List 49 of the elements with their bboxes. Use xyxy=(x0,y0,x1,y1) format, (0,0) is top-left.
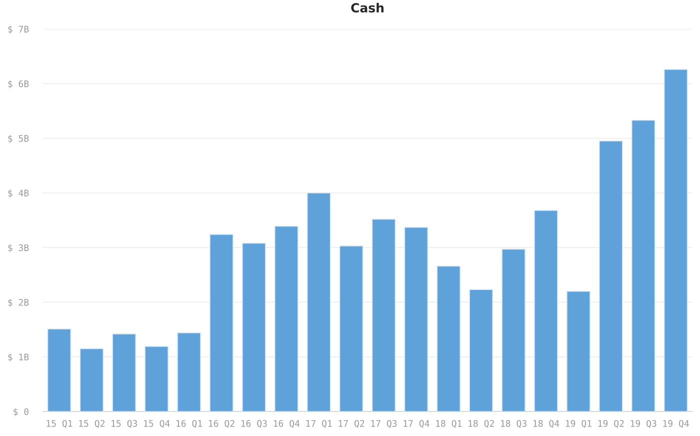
chart-title: Cash xyxy=(351,2,384,13)
bar xyxy=(177,332,201,412)
x-tick-label: 18 Q4 xyxy=(533,420,560,428)
y-tick-label: $ 4B xyxy=(8,190,29,198)
bar xyxy=(306,192,331,412)
bar xyxy=(210,234,234,412)
x-tick-label: 17 Q3 xyxy=(371,420,397,428)
y-tick-label: $ 3B xyxy=(8,244,29,252)
x-tick-label: 15 Q2 xyxy=(79,420,104,428)
x-tick-label: 17 Q4 xyxy=(404,420,430,428)
bar xyxy=(534,210,558,412)
x-tick-label: 19 Q3 xyxy=(630,420,656,428)
bar xyxy=(436,266,461,412)
bar xyxy=(112,333,136,412)
bar xyxy=(242,242,266,412)
x-tick-label: 17 Q2 xyxy=(338,420,364,428)
bar xyxy=(664,69,688,412)
x-tick-label: 19 Q2 xyxy=(598,420,624,428)
y-tick-label: $ 6B xyxy=(8,80,29,88)
bar xyxy=(80,348,104,412)
bar xyxy=(339,246,364,412)
x-tick-label: 15 Q4 xyxy=(144,420,170,428)
y-tick-label: $ 2B xyxy=(8,298,29,307)
bar xyxy=(631,120,656,412)
y-tick-label: $ 1B xyxy=(8,353,29,362)
bar xyxy=(598,140,623,412)
bar xyxy=(47,328,72,412)
bar xyxy=(274,226,298,412)
x-tick-label: 15 Q3 xyxy=(112,420,138,428)
bar xyxy=(144,346,168,412)
bar xyxy=(404,226,428,412)
bar xyxy=(566,290,590,412)
x-tick-label: 18 Q3 xyxy=(501,420,526,428)
bar xyxy=(469,289,494,412)
y-tick-label: $ 7B xyxy=(8,26,29,34)
y-tick-label: $ 0 xyxy=(14,408,29,416)
x-tick-label: 18 Q2 xyxy=(468,420,494,428)
x-tick-label: 18 Q1 xyxy=(436,420,462,428)
x-tick-label: 19 Q1 xyxy=(566,420,592,428)
x-tick-label: 19 Q4 xyxy=(663,420,689,428)
x-tick-label: 16 Q3 xyxy=(241,420,267,428)
x-tick-label: 16 Q4 xyxy=(274,420,300,428)
bar xyxy=(372,218,396,412)
y-tick-label: $ 5B xyxy=(8,134,29,144)
x-tick-label: 16 Q1 xyxy=(176,420,202,428)
x-tick-label: 17 Q1 xyxy=(306,420,332,428)
x-tick-label: 15 Q1 xyxy=(46,420,72,428)
bar xyxy=(502,248,526,412)
x-tick-label: 16 Q2 xyxy=(208,420,234,428)
